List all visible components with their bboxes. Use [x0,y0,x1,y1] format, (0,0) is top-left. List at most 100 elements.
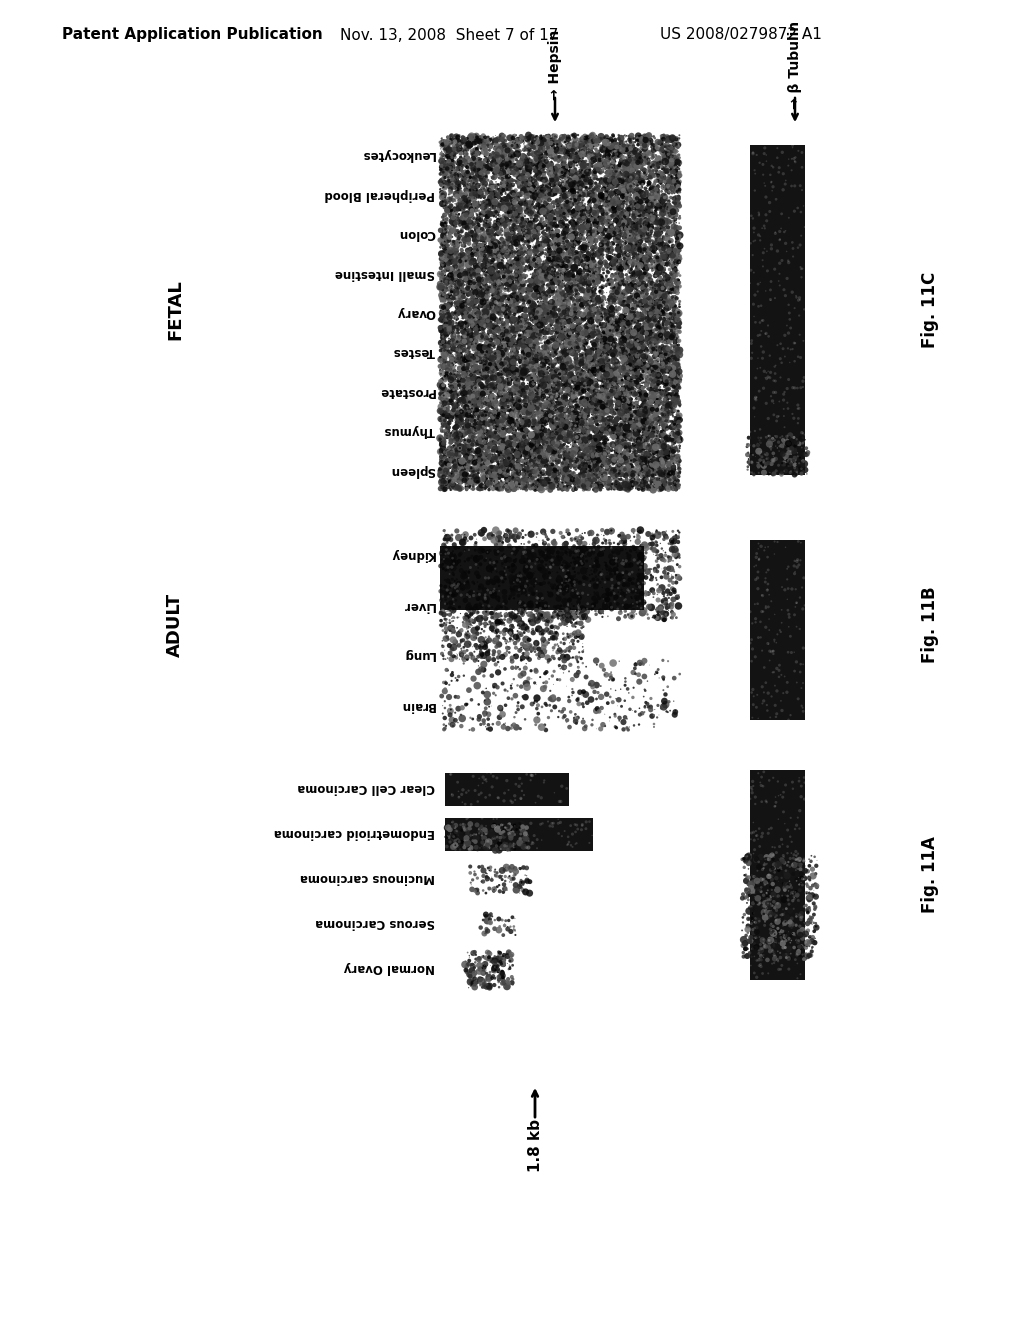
Point [493,326,509,347]
Point [584,128,600,149]
Point [742,954,759,975]
Point [636,162,652,183]
Point [436,193,453,214]
Point [534,412,550,433]
Point [634,466,650,487]
Point [447,220,464,242]
Point [521,242,538,263]
Point [560,321,577,342]
Point [462,436,478,457]
Point [546,388,562,409]
Point [568,248,585,269]
Point [645,195,662,216]
Point [650,296,667,317]
Point [569,356,586,378]
Point [478,197,495,218]
Point [535,152,551,173]
Point [568,343,585,364]
Point [567,442,584,463]
Point [604,177,621,198]
Point [575,177,592,198]
Point [603,209,620,230]
Point [556,158,572,180]
Point [650,268,667,289]
Point [476,469,493,490]
Point [558,194,574,215]
Point [620,411,636,432]
Point [667,413,683,434]
Point [601,321,617,342]
Point [519,341,536,362]
Point [441,475,458,496]
Point [560,395,577,416]
Point [504,312,520,333]
Point [465,289,481,310]
Point [632,191,648,213]
Point [520,202,537,223]
Point [469,156,485,177]
Point [465,436,481,457]
Point [749,849,765,870]
Point [474,285,490,306]
Point [511,289,527,310]
Point [459,379,475,400]
Point [570,449,587,470]
Point [603,450,620,471]
Point [479,541,496,562]
Point [657,352,674,374]
Point [609,413,626,434]
Point [570,562,587,583]
Point [457,325,473,346]
Point [560,135,577,156]
Point [489,440,506,461]
Point [573,381,590,403]
Point [660,385,677,407]
Point [468,315,484,337]
Text: Ovary: Ovary [396,306,435,319]
Point [590,418,606,440]
Point [506,869,522,890]
Point [549,454,565,475]
Point [548,376,564,397]
Point [521,610,538,631]
Point [547,269,563,290]
Point [468,837,484,858]
Point [483,293,500,314]
Point [535,558,551,579]
Point [523,401,540,422]
Point [624,587,640,609]
Point [504,309,520,330]
Point [505,182,521,203]
Point [482,228,499,249]
Point [617,459,634,480]
Point [645,453,662,474]
Point [470,280,486,301]
Point [577,206,593,227]
Point [640,375,656,396]
Point [441,355,458,376]
Point [472,615,488,636]
Point [442,348,459,370]
Point [473,832,489,853]
Point [551,418,567,440]
Point [599,475,615,496]
Point [646,226,663,247]
Point [439,527,456,548]
Point [501,170,517,191]
Point [636,129,652,150]
Point [502,170,518,191]
Point [477,351,494,372]
Point [485,360,502,381]
Point [597,715,613,737]
Point [633,306,649,327]
Point [592,343,608,364]
Point [473,816,489,837]
Point [585,404,601,425]
Point [572,263,589,284]
Point [557,387,573,408]
Point [559,265,575,286]
Point [582,178,598,199]
Point [497,371,513,392]
Point [447,216,464,238]
Point [479,392,496,413]
